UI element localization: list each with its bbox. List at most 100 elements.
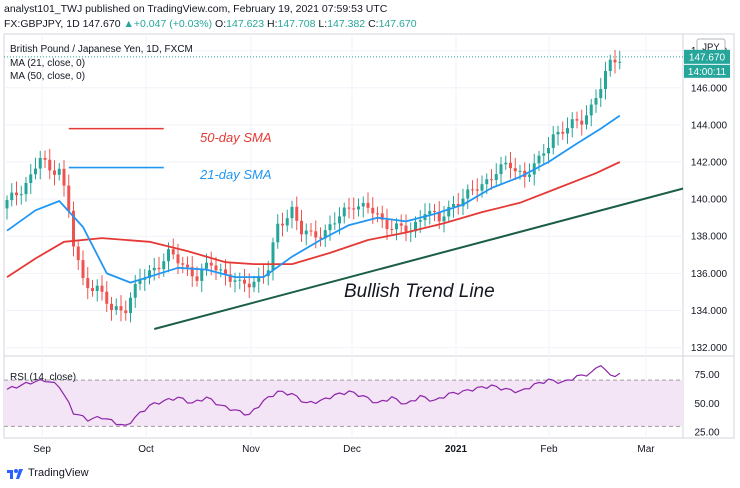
candle-body xyxy=(328,224,332,231)
candle-body xyxy=(129,297,132,314)
candle-body xyxy=(566,128,569,134)
price-tick-label: 142.000 xyxy=(691,158,728,169)
candle-body xyxy=(276,223,280,243)
candle-body xyxy=(181,263,185,265)
candle-body xyxy=(76,246,80,261)
candle-body xyxy=(537,155,541,164)
time-tick-label: 2021 xyxy=(445,444,468,455)
candle-body xyxy=(43,157,47,160)
candle-body xyxy=(452,203,455,207)
candle-body xyxy=(110,303,113,310)
candle-body xyxy=(556,131,560,135)
countdown-value: 14:00:11 xyxy=(688,67,727,78)
candle-body xyxy=(357,206,360,210)
price-tick-label: 144.000 xyxy=(691,120,728,131)
price-tag xyxy=(684,49,730,64)
candle-body xyxy=(233,280,237,282)
low-value: 147.382 xyxy=(327,18,366,30)
close-label: C: xyxy=(368,18,379,30)
legend-ma21: MA (21, close, 0) xyxy=(10,58,85,69)
candle-body xyxy=(518,170,522,172)
candle-body xyxy=(589,104,593,116)
candle-body xyxy=(15,192,18,196)
last-price: 147.670 xyxy=(82,18,121,30)
candle-body xyxy=(570,119,574,129)
candle-body xyxy=(447,206,451,217)
candle-body xyxy=(243,279,246,284)
candle-body xyxy=(53,170,56,175)
candle-body xyxy=(509,162,512,169)
rsi-tick-label: 25.00 xyxy=(694,428,719,439)
candle-body xyxy=(599,89,603,99)
candle-body xyxy=(585,115,588,125)
trend-line xyxy=(153,187,683,330)
candle-body xyxy=(547,148,550,154)
candle-body xyxy=(72,210,75,247)
ma50-line xyxy=(6,161,621,278)
candle-body xyxy=(456,203,460,207)
rsi-tick-label: 75.00 xyxy=(694,370,719,381)
candle-body xyxy=(404,225,408,232)
rsi-band xyxy=(4,380,683,427)
up-arrow-icon: ▲ xyxy=(123,18,134,30)
candle-body xyxy=(542,153,546,156)
candle-body xyxy=(285,218,289,226)
candle-body xyxy=(480,184,484,191)
candle-body xyxy=(471,189,474,191)
candle-body xyxy=(347,207,351,209)
rsi-label: RSI (14, close) xyxy=(10,372,76,383)
candle-body xyxy=(418,220,422,222)
candle-body xyxy=(91,288,94,292)
candle-body xyxy=(124,310,128,314)
candle-body xyxy=(613,59,617,63)
price-tick-label: 136.000 xyxy=(691,269,728,280)
candle-body xyxy=(604,70,607,90)
candle-body xyxy=(461,198,465,207)
rsi-tick-label: 50.00 xyxy=(694,399,719,410)
candle-body xyxy=(95,285,99,292)
candle-body xyxy=(5,200,9,209)
candle-body xyxy=(190,267,194,277)
time-tick-label: Nov xyxy=(242,444,260,455)
brand-name: TradingView xyxy=(28,467,89,479)
candle-body xyxy=(38,157,42,169)
candle-body xyxy=(195,276,199,281)
candle-body xyxy=(361,202,365,207)
price-tick-label: 132.000 xyxy=(691,343,728,354)
ma21-line xyxy=(6,114,621,284)
candle-body xyxy=(200,268,204,281)
candle-body xyxy=(148,270,151,279)
legend-ma50: MA (50, close, 0) xyxy=(10,71,85,82)
symbol-label: FX:GBPJPY, 1D xyxy=(4,18,80,30)
price-tick-label: 138.000 xyxy=(691,232,728,243)
candle-body xyxy=(466,189,470,199)
high-label: H: xyxy=(267,18,278,30)
candle-body xyxy=(618,61,622,63)
candle-body xyxy=(575,119,579,121)
candle-body xyxy=(295,206,299,221)
candle-body xyxy=(395,223,398,230)
countdown-tag xyxy=(684,64,730,78)
candle-body xyxy=(119,306,123,311)
candle-body xyxy=(485,179,489,185)
candle-body xyxy=(390,229,394,231)
price-tick-label: 140.000 xyxy=(691,195,728,206)
candle-body xyxy=(499,164,503,175)
currency-label: JPY xyxy=(702,42,720,53)
candle-body xyxy=(186,264,189,268)
candle-body xyxy=(428,210,432,215)
candle-body xyxy=(238,279,242,281)
candle-body xyxy=(62,168,66,186)
candle-body xyxy=(475,189,479,191)
legend-title: British Pound / Japanese Yen, 1D, FXCM xyxy=(10,44,193,55)
candle-body xyxy=(494,174,498,181)
candle-body xyxy=(399,223,403,226)
candle-body xyxy=(504,162,508,165)
candle-body xyxy=(433,210,436,212)
close-value: 147.670 xyxy=(378,18,417,30)
candle-body xyxy=(528,174,531,177)
candle-body xyxy=(376,213,379,215)
tradingview-logo-icon xyxy=(7,469,23,479)
candle-body xyxy=(314,231,318,238)
